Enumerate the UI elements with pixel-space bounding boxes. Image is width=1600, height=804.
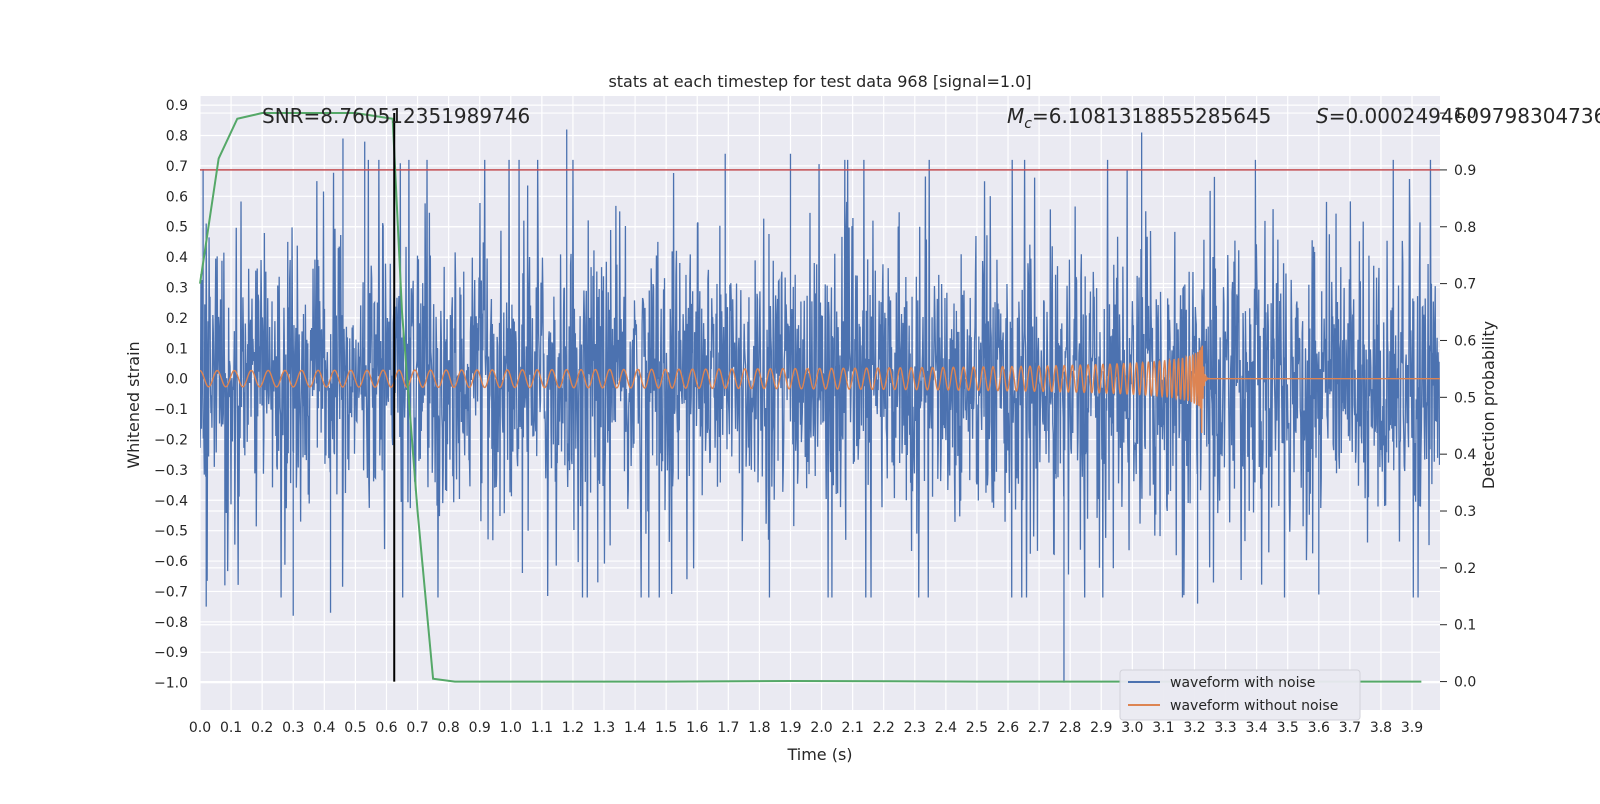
chirp-mass-annotation: Mc=6.1081318855285645: [1007, 104, 1271, 132]
x-tick-label: 2.1: [841, 720, 863, 736]
series-waveform-with-noise: [200, 129, 1440, 683]
x-tick-label: 2.6: [997, 720, 1019, 736]
x-tick-label: 0.8: [437, 720, 459, 736]
chirp-mass-symbol: M: [1007, 104, 1024, 128]
y-right-tick-label: 0.2: [1454, 561, 1476, 577]
ticks: 0.0 0.1 0.2 0.3 0.4 0.5 0.6 0.7 0.8 0.9 1.0 1.1 1.2 1…: [154, 98, 1476, 736]
chirp-mass-subscript: c: [1024, 116, 1032, 132]
x-tick-label: 3.2: [1183, 720, 1205, 736]
y-axis-label-right: Detection probability: [1479, 321, 1498, 489]
x-tick-label: 0.9: [469, 720, 491, 736]
x-tick-label: 3.5: [1277, 720, 1299, 736]
x-tick-label: 3.4: [1246, 720, 1268, 736]
y-tick-label: −0.1: [154, 402, 188, 418]
y-tick-label: 0.3: [166, 280, 188, 296]
x-tick-label: 2.4: [935, 720, 957, 736]
y-right-tick-label: 0.8: [1454, 220, 1476, 236]
legend-box: [1119, 669, 1361, 721]
x-tick-label: 3.8: [1370, 720, 1392, 736]
y-right-tick-label: 0.5: [1454, 390, 1476, 406]
x-tick-label: 0.4: [313, 720, 335, 736]
y-tick-label: 0.2: [166, 311, 188, 327]
y-tick-label: 0.4: [166, 250, 188, 266]
s-annotation: S=0.00024946097983047366: [1316, 104, 1600, 128]
legend: waveform with noise waveform without noi…: [1119, 669, 1361, 721]
y-tick-label: 0.6: [166, 189, 188, 205]
x-tick-label: 0.2: [251, 720, 273, 736]
x-tick-label: 0.0: [189, 720, 211, 736]
y-tick-label: −0.8: [154, 615, 188, 631]
y-tick-label: 0.7: [166, 159, 188, 175]
x-tick-label: 1.7: [717, 720, 739, 736]
x-tick-label: 2.9: [1090, 720, 1112, 736]
x-tick-label: 0.6: [375, 720, 397, 736]
y-tick-label: −1.0: [154, 676, 188, 692]
y-right-tick-label: 0.9: [1454, 163, 1476, 179]
y-tick-label: −0.6: [154, 554, 188, 570]
y-tick-label: −0.4: [154, 493, 188, 509]
y-tick-label: −0.2: [154, 432, 188, 448]
x-tick-label: 0.7: [406, 720, 428, 736]
x-tick-label: 2.3: [904, 720, 926, 736]
data-layer: [199, 112, 1440, 683]
x-tick-label: 1.5: [655, 720, 677, 736]
x-tick-label: 1.4: [624, 720, 646, 736]
series-waveform-without-noise: [200, 345, 1440, 433]
x-axis-label: Time (s): [786, 745, 852, 764]
snr-annotation: SNR=8.760512351989746: [262, 104, 530, 128]
y-tick-label: −0.3: [154, 463, 188, 479]
legend-label-clean: waveform without noise: [1170, 698, 1338, 714]
y-tick-label: 0.9: [166, 98, 188, 114]
x-tick-label: 1.1: [531, 720, 553, 736]
x-tick-label: 2.5: [966, 720, 988, 736]
x-tick-label: 3.6: [1308, 720, 1330, 736]
series-detection-probability: [199, 112, 1422, 683]
y-axis-label: Whitened strain: [124, 341, 143, 468]
x-tick-label: 2.2: [873, 720, 895, 736]
x-tick-label: 2.7: [1028, 720, 1050, 736]
y-tick-label: 0.5: [166, 220, 188, 236]
y-tick-label: 0.1: [166, 341, 188, 357]
x-tick-label: 3.3: [1214, 720, 1236, 736]
x-tick-label: 1.2: [562, 720, 584, 736]
x-tick-label: 3.9: [1401, 720, 1423, 736]
legend-label-noisy: waveform with noise: [1170, 675, 1315, 691]
x-tick-label: 1.8: [748, 720, 770, 736]
y-right-tick-label: 1.0: [1454, 106, 1476, 122]
y-right-tick-label: 0.3: [1454, 504, 1476, 520]
x-tick-label: 2.0: [810, 720, 832, 736]
x-tick-label: 3.1: [1152, 720, 1174, 736]
y-tick-label: −0.9: [154, 645, 188, 661]
y-right-tick-label: 0.4: [1454, 447, 1476, 463]
y-tick-label: 0.0: [166, 372, 188, 388]
x-tick-label: 0.1: [220, 720, 242, 736]
y-right-tick-label: 0.6: [1454, 333, 1476, 349]
x-tick-label: 1.3: [593, 720, 615, 736]
x-tick-label: 0.3: [282, 720, 304, 736]
x-tick-label: 0.5: [344, 720, 366, 736]
x-tick-label: 3.0: [1121, 720, 1143, 736]
s-value: =0.00024946097983047366: [1329, 104, 1600, 128]
x-tick-label: 3.7: [1339, 720, 1361, 736]
s-symbol: S: [1316, 104, 1329, 128]
y-right-tick-label: 0.1: [1454, 618, 1476, 634]
y-right-tick-label: 0.0: [1454, 675, 1476, 691]
chart-title: stats at each timestep for test data 968…: [608, 72, 1031, 91]
chirp-mass-value: =6.1081318855285645: [1032, 104, 1271, 128]
y-tick-label: −0.5: [154, 524, 188, 540]
x-tick-label: 1.9: [779, 720, 801, 736]
x-tick-label: 1.0: [500, 720, 522, 736]
y-tick-label: 0.8: [166, 129, 188, 145]
y-right-tick-label: 0.7: [1454, 277, 1476, 293]
y-tick-label: −0.7: [154, 584, 188, 600]
x-tick-label: 2.8: [1059, 720, 1081, 736]
x-tick-label: 1.6: [686, 720, 708, 736]
